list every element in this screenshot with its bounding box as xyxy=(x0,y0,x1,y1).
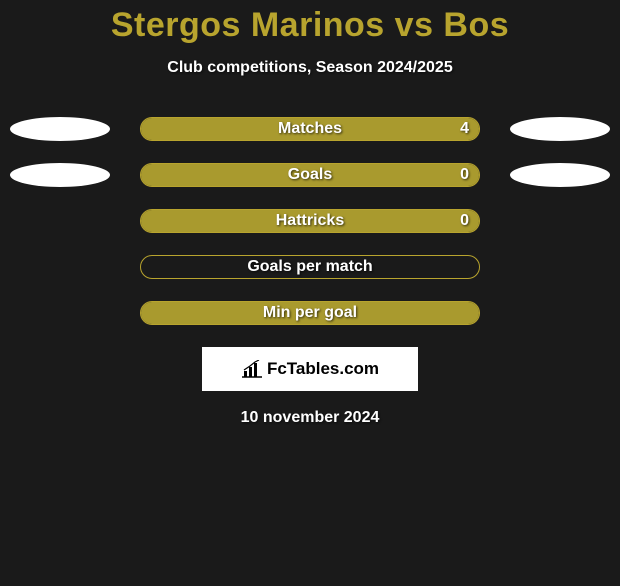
stat-row: Min per goal xyxy=(0,301,620,325)
bar-label: Matches xyxy=(141,120,479,138)
stat-row: Goals0 xyxy=(0,163,620,187)
bar-track: Goals per match xyxy=(140,255,480,279)
stat-row: Goals per match xyxy=(0,255,620,279)
brand-box: FcTables.com xyxy=(202,347,418,391)
stat-rows: Matches4Goals0Hattricks0Goals per matchM… xyxy=(0,117,620,325)
bar-label: Goals per match xyxy=(141,258,479,276)
bar-track: Min per goal xyxy=(140,301,480,325)
date-line: 10 november 2024 xyxy=(0,409,620,427)
bar-value: 0 xyxy=(460,166,469,184)
bar-label: Goals xyxy=(141,166,479,184)
bar-value: 0 xyxy=(460,212,469,230)
bar-track: Goals0 xyxy=(140,163,480,187)
right-ellipse xyxy=(510,117,610,141)
bar-track: Matches4 xyxy=(140,117,480,141)
bar-value: 4 xyxy=(460,120,469,138)
right-ellipse xyxy=(510,163,610,187)
bar-label: Min per goal xyxy=(141,304,479,322)
page-title: Stergos Marinos vs Bos xyxy=(0,6,620,45)
stat-row: Hattricks0 xyxy=(0,209,620,233)
bar-chart-icon xyxy=(241,360,263,378)
bar-track: Hattricks0 xyxy=(140,209,480,233)
bar-label: Hattricks xyxy=(141,212,479,230)
left-ellipse xyxy=(10,117,110,141)
page-subtitle: Club competitions, Season 2024/2025 xyxy=(0,59,620,77)
left-ellipse xyxy=(10,163,110,187)
stat-row: Matches4 xyxy=(0,117,620,141)
brand-text: FcTables.com xyxy=(267,359,379,379)
